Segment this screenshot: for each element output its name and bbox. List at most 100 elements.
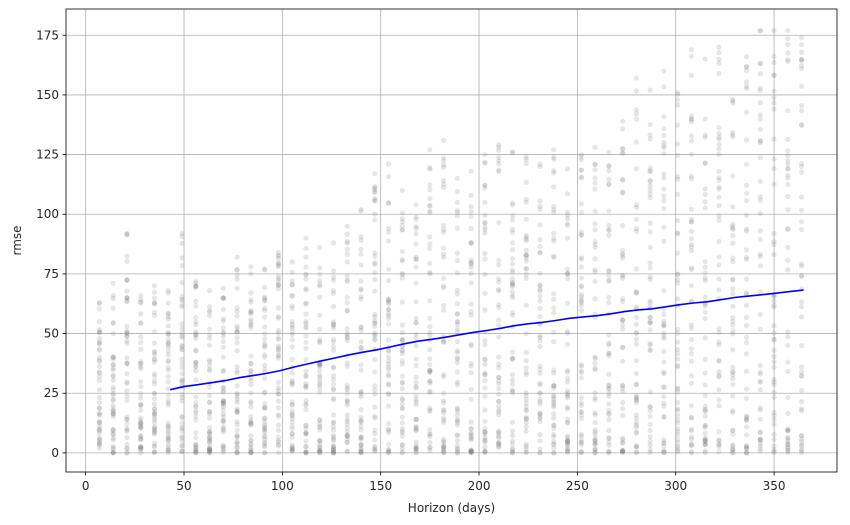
scatter-point [537, 449, 543, 456]
scatter-point [289, 402, 295, 408]
scatter-point [592, 278, 598, 285]
scatter-point [785, 36, 791, 42]
scatter-point [441, 157, 447, 164]
scatter-point [358, 367, 364, 373]
scatter-point [578, 362, 584, 368]
scatter-point [785, 207, 791, 213]
scatter-point [675, 449, 681, 455]
scatter-point [647, 195, 653, 201]
scatter-point [578, 157, 584, 163]
scatter-point [206, 357, 213, 363]
scatter-point [248, 322, 254, 328]
scatter-point [523, 236, 529, 242]
scatter-point [564, 442, 571, 449]
scatter-point [96, 378, 103, 384]
scatter-point [358, 287, 364, 293]
scatter-point [564, 341, 571, 347]
scatter-point [358, 427, 364, 433]
scatter-point [96, 426, 103, 432]
scatter-point [606, 181, 612, 187]
scatter-point [606, 448, 612, 454]
scatter-point [730, 331, 736, 337]
scatter-point [661, 447, 667, 454]
scatter-point [234, 329, 240, 335]
scatter-point [468, 204, 474, 210]
scatter-point [675, 250, 681, 256]
scatter-point [330, 376, 337, 383]
scatter-point [234, 308, 240, 314]
scatter-point [454, 446, 461, 452]
scatter-point [96, 335, 103, 341]
scatter-point [372, 314, 378, 320]
scatter-point [110, 411, 116, 417]
scatter-point [441, 407, 447, 413]
scatter-point [399, 322, 405, 328]
scatter-point [620, 190, 626, 196]
scatter-point [743, 339, 750, 346]
scatter-point [124, 330, 130, 336]
scatter-point [413, 450, 419, 456]
scatter-point [193, 359, 199, 365]
scatter-point [702, 403, 708, 409]
scatter-point [730, 318, 736, 324]
scatter-point [317, 294, 323, 300]
scatter-point [427, 271, 433, 277]
scatter-point [262, 298, 268, 304]
scatter-point [344, 433, 350, 440]
scatter-point [757, 448, 763, 454]
scatter-point [537, 203, 543, 209]
scatter-point [551, 441, 557, 447]
scatter-point [454, 326, 461, 332]
scatter-point [399, 337, 405, 343]
scatter-point [262, 404, 268, 411]
scatter-point [441, 444, 447, 450]
scatter-point [289, 399, 295, 405]
y-tick-label: 0 [51, 446, 59, 460]
scatter-point [454, 311, 461, 317]
scatter-point [248, 316, 254, 323]
scatter-point [468, 341, 474, 347]
scatter-point [633, 216, 639, 222]
scatter-point [138, 444, 144, 450]
scatter-point [193, 364, 199, 370]
scatter-point [661, 384, 667, 390]
scatter-point [564, 216, 571, 222]
scatter-point [730, 372, 736, 378]
scatter-point [564, 266, 571, 272]
scatter-point [633, 449, 639, 455]
scatter-point [234, 422, 240, 428]
scatter-point [702, 186, 708, 192]
scatter-point [633, 321, 639, 327]
scatter-point [468, 396, 474, 402]
scatter-point [289, 269, 295, 275]
scatter-point [551, 370, 557, 376]
scatter-point [798, 373, 805, 379]
scatter-point [606, 273, 612, 279]
scatter-point [248, 449, 254, 455]
scatter-point [234, 450, 240, 456]
scatter-point [798, 261, 805, 267]
scatter-point [523, 247, 529, 253]
scatter-point [537, 298, 543, 304]
scatter-point [193, 449, 199, 455]
scatter-point [358, 278, 364, 284]
scatter-point [330, 446, 337, 452]
scatter-point [757, 155, 763, 161]
scatter-point [248, 441, 254, 447]
scatter-point [730, 408, 736, 414]
scatter-point [743, 226, 750, 232]
scatter-point [179, 279, 185, 286]
scatter-point [523, 415, 529, 421]
scatter-point [441, 222, 447, 228]
scatter-point [633, 420, 639, 426]
scatter-point [523, 441, 529, 447]
scatter-point [289, 431, 295, 437]
scatter-point [757, 116, 763, 122]
scatter-point [220, 338, 226, 345]
scatter-point [358, 414, 364, 421]
scatter-point [330, 444, 337, 450]
scatter-point [496, 444, 502, 451]
scatter-point [798, 399, 805, 405]
scatter-point [344, 448, 350, 455]
scatter-point [509, 213, 516, 219]
